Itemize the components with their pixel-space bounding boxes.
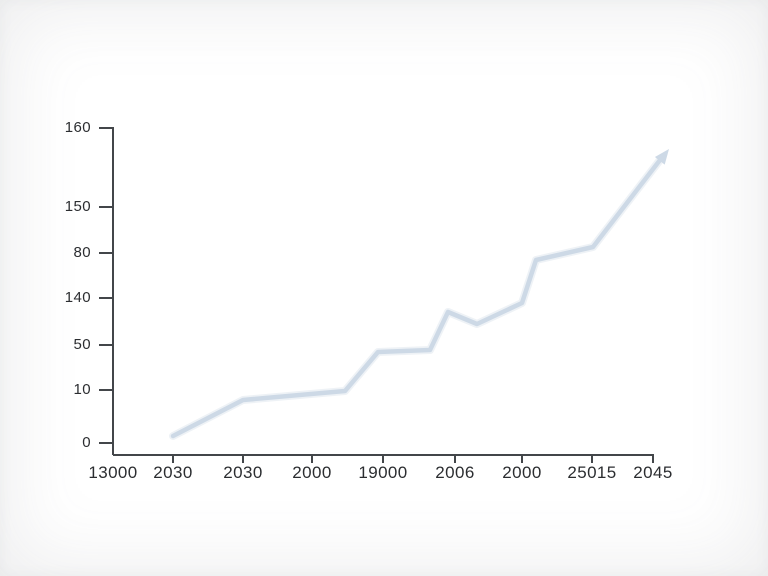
x-tick-label: 2030	[223, 463, 263, 482]
x-tick-label: 2045	[633, 463, 673, 482]
y-tick-label: 10	[73, 381, 91, 398]
x-tick-label: 19000	[358, 463, 408, 482]
y-tick-label: 50	[73, 336, 91, 353]
trend-line	[170, 157, 663, 439]
x-tick-label: 2000	[502, 463, 542, 482]
x-tick-label: 2006	[435, 463, 475, 482]
y-tick-label: 140	[64, 289, 91, 306]
y-tick-label: 0	[82, 434, 91, 451]
x-tick-label: 13000	[88, 463, 138, 482]
y-tick-label: 150	[64, 198, 91, 215]
x-tick-label: 2030	[153, 463, 193, 482]
y-tick-label: 160	[64, 119, 91, 136]
y-tick-label: 80	[73, 244, 91, 261]
x-tick-label: 25015	[567, 463, 617, 482]
arrowhead	[654, 149, 669, 165]
x-tick-label: 2000	[292, 463, 332, 482]
